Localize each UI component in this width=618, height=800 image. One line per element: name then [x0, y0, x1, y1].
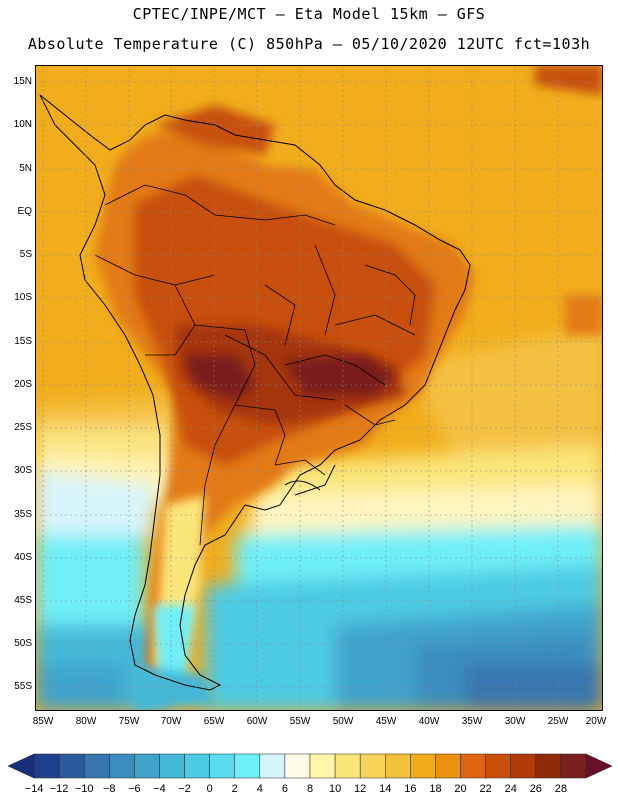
colorbar-cell [209, 753, 235, 779]
colorbar-label: −12 [49, 783, 69, 795]
lon-label: 70W [160, 716, 182, 727]
lat-label: 40S [14, 552, 32, 563]
lat-label: 25S [14, 422, 32, 433]
lon-label: 85W [32, 716, 54, 727]
colorbar-label: 6 [281, 783, 288, 795]
lat-label: 20S [14, 379, 32, 390]
lat-label: 50S [14, 638, 32, 649]
lat-label: EQ [17, 206, 32, 217]
colorbar-cell [184, 753, 210, 779]
lat-label: 15N [13, 76, 32, 87]
lat-label: 55S [14, 681, 32, 692]
lon-label: 80W [75, 716, 97, 727]
colorbar-cell [58, 753, 85, 779]
lat-label: 10N [13, 119, 32, 130]
colorbar-label: −14 [24, 783, 44, 795]
colorbar-label: 10 [328, 783, 342, 795]
colorbar-cell [284, 753, 311, 779]
colorbar-min-triangle [7, 753, 35, 779]
colorbar-cell [485, 753, 511, 779]
colorbar-label: 26 [529, 783, 542, 795]
colorbar-label: 4 [256, 783, 263, 795]
colorbar-label: 14 [379, 783, 392, 795]
colorbar-label: −6 [128, 783, 141, 795]
colorbar-cell [410, 753, 436, 779]
lon-label: 20W [585, 716, 607, 727]
lon-label: 45W [375, 716, 397, 727]
colorbar-cell [560, 753, 587, 779]
colorbar-label: 0 [206, 783, 213, 795]
colorbar-cell [159, 753, 185, 779]
lon-label: 25W [547, 716, 569, 727]
colorbar [7, 753, 613, 779]
colorbar-cell [234, 753, 261, 779]
temperature-map [35, 65, 603, 711]
lon-label: 75W [118, 716, 140, 727]
colorbar-label: 18 [429, 783, 442, 795]
lon-label: 40W [418, 716, 440, 727]
lat-label: 45S [14, 595, 32, 606]
colorbar-label: 20 [454, 783, 467, 795]
colorbar-cell [109, 753, 135, 779]
colorbar-label: 12 [354, 783, 367, 795]
lat-label: 10S [14, 292, 32, 303]
colorbar-label: 24 [504, 783, 517, 795]
colorbar-cells [33, 753, 587, 779]
colorbar-label: 2 [231, 783, 238, 795]
lat-label: 15S [14, 336, 32, 347]
colorbar-cell [535, 753, 562, 779]
lat-label: 35S [14, 509, 32, 520]
colorbar-cell [83, 753, 110, 779]
map-frame [35, 65, 603, 711]
colorbar-label: 22 [479, 783, 492, 795]
colorbar-cell [359, 753, 386, 779]
colorbar-label: −4 [153, 783, 166, 795]
country-borders [94, 184, 416, 546]
lon-label: 30W [504, 716, 526, 727]
colorbar-cell [309, 753, 336, 779]
colorbar-cell [385, 753, 411, 779]
lon-label: 60W [246, 716, 268, 727]
lon-label: 35W [461, 716, 483, 727]
title-line-1: CPTEC/INPE/MCT – Eta Model 15km – GFS [132, 5, 486, 23]
colorbar-label: 8 [306, 783, 314, 795]
lat-label: 5S [19, 249, 32, 260]
colorbar-max-triangle [585, 753, 613, 779]
colorbar-cell [33, 753, 60, 779]
lat-label: 30S [14, 465, 32, 476]
title-line-2: Absolute Temperature (C) 850hPa – 05/10/… [27, 35, 591, 53]
colorbar-cell [435, 753, 461, 779]
lon-label: 65W [203, 716, 225, 727]
colorbar-cell [334, 753, 361, 779]
colorbar-cell [460, 753, 486, 779]
colorbar-label: 16 [404, 783, 417, 795]
lon-label: 50W [332, 716, 354, 727]
coastline [39, 94, 471, 691]
colorbar-cell [259, 753, 286, 779]
colorbar-cell [510, 753, 537, 779]
colorbar-label: −10 [74, 783, 94, 795]
lat-label: 5N [19, 163, 32, 174]
colorbar-label: 28 [554, 783, 568, 795]
colorbar-cell [134, 753, 160, 779]
colorbar-label: −2 [178, 783, 191, 795]
colorbar-label: −8 [102, 783, 116, 795]
lon-label: 55W [289, 716, 311, 727]
